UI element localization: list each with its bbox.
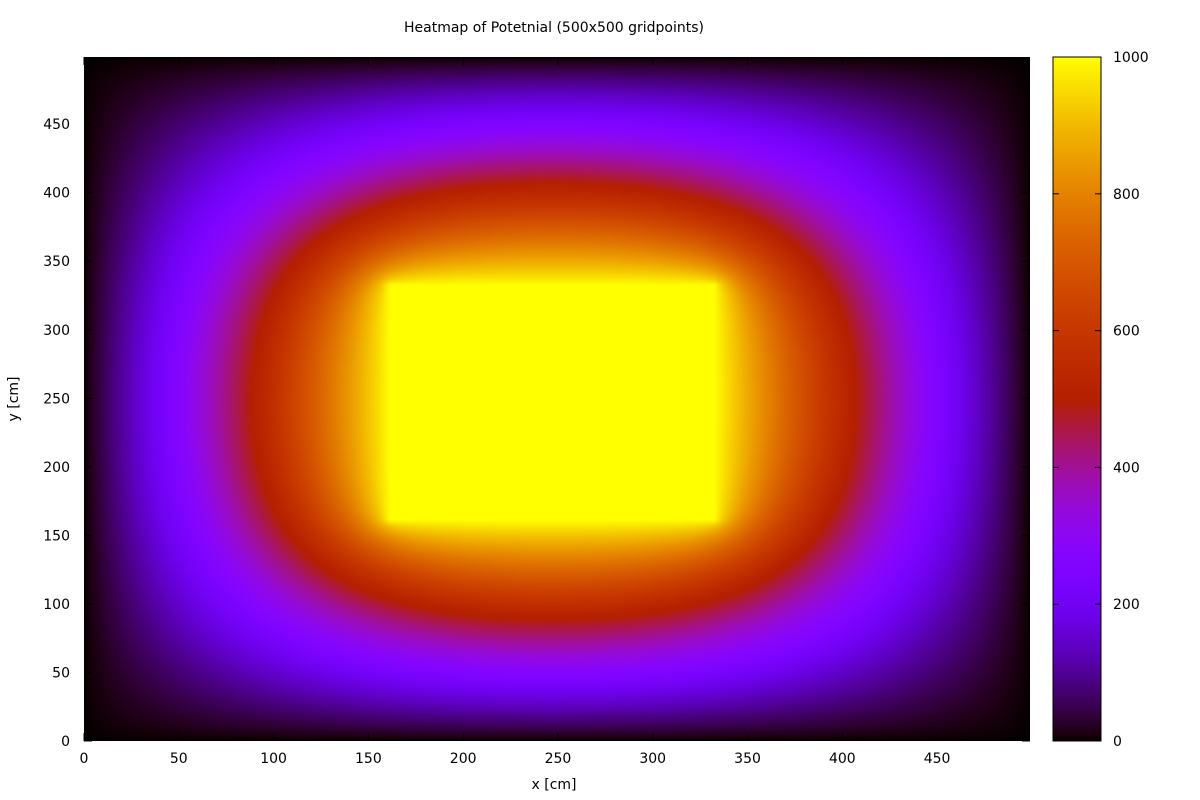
x-tick-label: 350 xyxy=(734,751,761,767)
x-tick-label: 450 xyxy=(924,751,951,767)
y-axis: 0 50 100 150 200 250 300 350 400 450 xyxy=(43,117,1030,750)
colorbar-frame xyxy=(1052,56,1102,742)
chart-title: Heatmap of Potetnial (500x500 gridpoints… xyxy=(404,20,704,36)
y-tick-label: 450 xyxy=(43,117,70,133)
x-axis-label: x [cm] xyxy=(532,777,577,793)
y-tick-label: 50 xyxy=(52,665,70,681)
colorbar-canvas xyxy=(1053,57,1101,741)
colorbar-axis: 0 200 400 600 800 1000 xyxy=(1053,50,1149,750)
colorbar-tick-label: 1000 xyxy=(1113,50,1149,66)
colorbar-tick-label: 600 xyxy=(1113,324,1140,340)
x-tick-label: 400 xyxy=(829,751,856,767)
colorbar-tick-label: 800 xyxy=(1113,187,1140,203)
y-tick-label: 250 xyxy=(43,391,70,407)
y-tick-label: 300 xyxy=(43,323,70,339)
colorbar-tick-label: 200 xyxy=(1113,597,1140,613)
x-tick-label: 50 xyxy=(170,751,188,767)
colorbar-tick-label: 400 xyxy=(1113,460,1140,476)
y-tick-label: 150 xyxy=(43,528,70,544)
colorbar-tick-label: 0 xyxy=(1113,734,1122,750)
y-axis-label: y [cm] xyxy=(6,377,22,422)
y-tick-label: 0 xyxy=(61,734,70,750)
x-tick-label: 300 xyxy=(639,751,666,767)
x-tick-label: 100 xyxy=(260,751,287,767)
x-tick-label: 200 xyxy=(450,751,477,767)
y-tick-label: 100 xyxy=(43,597,70,613)
x-tick-label: 150 xyxy=(355,751,382,767)
x-tick-label: 0 xyxy=(80,751,89,767)
colorbar: 0 200 400 600 800 1000 xyxy=(1052,50,1149,750)
plot-area xyxy=(84,57,1030,741)
x-axis: 0 50 100 150 200 250 300 350 400 450 xyxy=(80,57,951,767)
y-tick-label: 200 xyxy=(43,460,70,476)
x-tick-label: 250 xyxy=(545,751,572,767)
y-tick-label: 350 xyxy=(43,254,70,270)
heatmap-canvas xyxy=(84,57,1030,741)
y-tick-label: 400 xyxy=(43,186,70,202)
